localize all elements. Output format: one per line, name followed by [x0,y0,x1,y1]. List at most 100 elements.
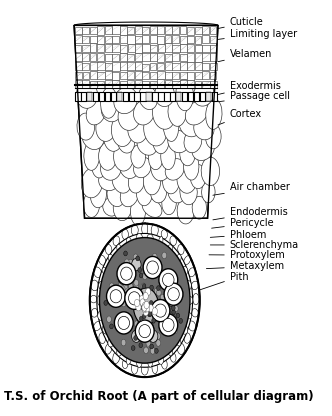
Ellipse shape [149,300,153,305]
Ellipse shape [83,192,100,218]
Bar [187,27,194,35]
Bar [135,44,142,52]
Ellipse shape [177,164,197,193]
Ellipse shape [172,310,175,314]
Text: Phloem: Phloem [210,230,266,240]
Ellipse shape [136,300,141,307]
Ellipse shape [112,114,133,146]
Bar [180,62,187,70]
Ellipse shape [109,283,114,290]
Bar [180,54,187,61]
Ellipse shape [122,229,128,240]
Ellipse shape [192,196,207,219]
Ellipse shape [94,267,101,277]
Ellipse shape [206,99,222,129]
Bar [142,35,149,43]
Ellipse shape [188,321,196,331]
Bar [142,72,149,79]
Bar [150,52,157,61]
Ellipse shape [189,268,196,277]
Ellipse shape [162,272,171,285]
Ellipse shape [180,179,197,205]
Ellipse shape [162,270,167,277]
Bar [150,26,157,34]
Bar [152,92,158,101]
Ellipse shape [141,310,145,317]
Ellipse shape [126,294,131,300]
Ellipse shape [181,324,188,334]
Bar [210,63,217,70]
Bar [82,63,89,70]
Ellipse shape [142,305,148,312]
Ellipse shape [136,233,143,244]
Ellipse shape [177,198,194,224]
Ellipse shape [134,280,138,286]
Bar [105,44,112,52]
Ellipse shape [168,130,189,153]
Ellipse shape [131,346,135,351]
Bar [97,44,104,52]
Ellipse shape [192,137,214,161]
Bar [105,72,112,79]
Ellipse shape [152,97,176,129]
Bar [157,63,164,70]
Ellipse shape [139,273,143,278]
Ellipse shape [194,117,214,140]
Bar [135,36,142,43]
Bar [180,26,187,34]
Ellipse shape [141,311,145,318]
Ellipse shape [163,303,168,310]
Bar [165,35,171,43]
Ellipse shape [167,245,173,253]
Ellipse shape [147,288,150,292]
Ellipse shape [146,302,151,309]
Ellipse shape [143,292,148,300]
Ellipse shape [192,281,199,290]
Bar [111,92,116,101]
Bar [90,71,97,79]
Ellipse shape [184,333,191,343]
Ellipse shape [101,87,117,118]
Ellipse shape [138,311,143,318]
Bar [158,92,164,101]
Ellipse shape [133,157,151,178]
Bar [180,72,187,79]
Ellipse shape [94,322,101,331]
Ellipse shape [121,300,126,307]
Bar [97,62,105,70]
Ellipse shape [148,305,153,312]
Bar [90,81,97,88]
Ellipse shape [97,295,103,306]
Bar [157,44,165,52]
Bar [90,27,97,34]
Bar [112,25,120,34]
Ellipse shape [143,311,148,317]
Ellipse shape [96,113,117,141]
Ellipse shape [157,353,164,364]
Bar [146,92,152,101]
Bar [187,80,194,88]
Ellipse shape [126,353,132,364]
Ellipse shape [135,320,154,342]
Bar [195,36,202,44]
Ellipse shape [99,255,106,265]
Ellipse shape [102,267,109,275]
Ellipse shape [184,312,192,319]
Bar [112,44,120,52]
Ellipse shape [120,184,138,207]
Ellipse shape [123,282,128,289]
Ellipse shape [131,330,141,342]
Ellipse shape [157,286,160,291]
Ellipse shape [142,314,146,319]
Bar [195,45,202,52]
Ellipse shape [76,82,98,108]
Bar [105,54,112,61]
Ellipse shape [168,347,172,356]
Ellipse shape [205,124,221,149]
Bar [112,62,120,71]
Ellipse shape [99,171,119,191]
Ellipse shape [150,347,155,354]
Ellipse shape [178,245,184,255]
Ellipse shape [168,96,187,126]
Ellipse shape [170,236,176,245]
